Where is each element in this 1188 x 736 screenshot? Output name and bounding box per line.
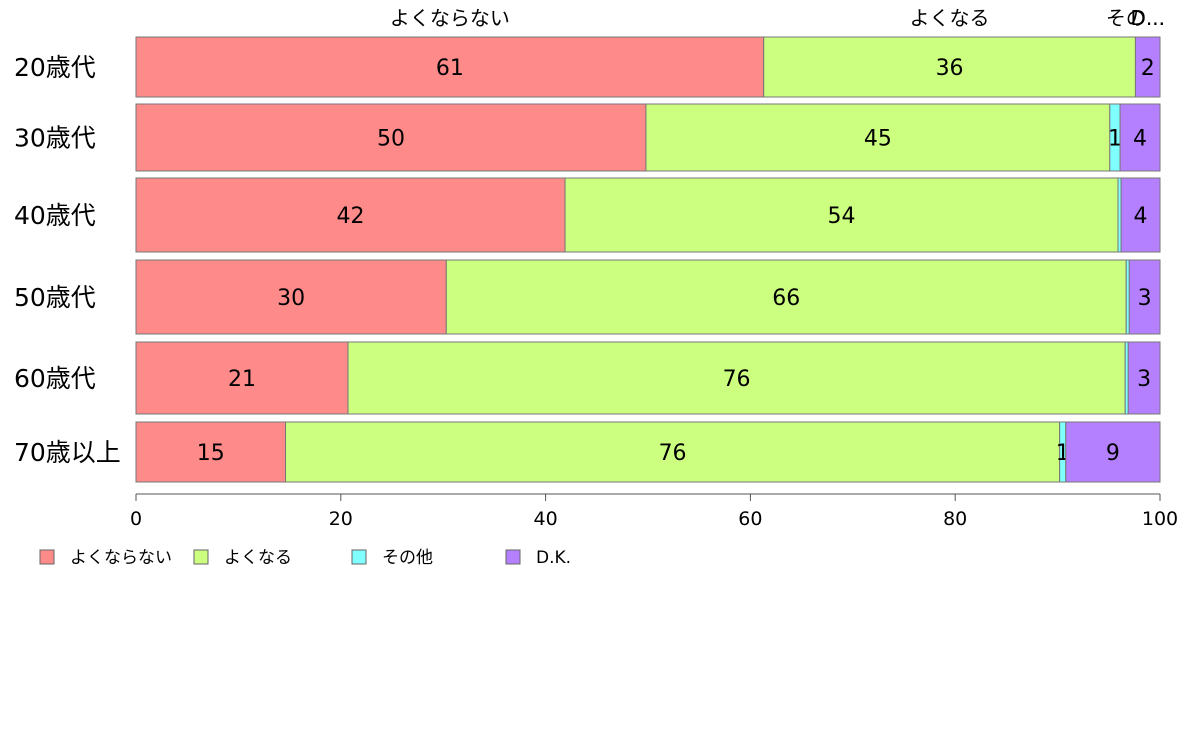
x-tick-label: 40 (534, 508, 558, 530)
bar-segment (1127, 341, 1161, 415)
data-label: 54 (828, 204, 856, 229)
series-top-labels: よくならない よくなる その...D... (390, 6, 1165, 30)
x-tick-label: 60 (738, 508, 762, 530)
bars: 61 36 250 45 1 442 54 430 66 321 76 315 76 1 9 (135, 36, 1161, 483)
series-top-label: よくなる (910, 6, 990, 30)
legend-label: その他 (382, 548, 433, 568)
legend-swatch (505, 549, 521, 565)
legend-swatch (351, 549, 367, 565)
legend-label: よくならない (70, 548, 172, 568)
legend-label: D.K. (536, 548, 571, 568)
data-label: 66 (772, 286, 800, 311)
category-label: 30歳代 (14, 124, 96, 153)
data-label: 3 (1137, 367, 1151, 392)
bar-segment (135, 177, 566, 253)
bar-segment (135, 36, 765, 98)
category-label: 40歳代 (14, 201, 96, 230)
data-label: 9 (1106, 441, 1120, 466)
data-label: 2 (1141, 56, 1155, 81)
bar-segment (564, 177, 1119, 253)
data-label: 3 (1138, 286, 1152, 311)
bar-segment (285, 421, 1061, 483)
data-label: 1 (1108, 127, 1122, 152)
data-label: 15 (197, 441, 225, 466)
bar-segment (1120, 177, 1161, 253)
data-label: 21 (228, 367, 256, 392)
bar-segment (1065, 421, 1161, 483)
x-tick-label: 100 (1142, 508, 1178, 530)
data-label: 76 (659, 441, 687, 466)
bar-segment (763, 36, 1136, 98)
category-label: 20歳代 (14, 53, 96, 82)
category-label: 60歳代 (14, 364, 96, 393)
x-tick-label: 20 (329, 508, 353, 530)
bar-segment (135, 341, 349, 415)
legend-label: よくなる (224, 548, 292, 568)
bar-segment (347, 341, 1126, 415)
data-label: 61 (436, 56, 464, 81)
legend-swatch (39, 549, 55, 565)
data-label: 4 (1134, 204, 1148, 229)
x-tick-label: 80 (943, 508, 967, 530)
series-top-label: D... (1130, 6, 1164, 30)
data-label: 30 (277, 286, 305, 311)
category-label: 50歳代 (14, 283, 96, 312)
data-label: 50 (377, 127, 405, 152)
series-top-label: よくならない (390, 6, 510, 30)
legend: よくならない よくなる その他 D.K. (39, 548, 571, 568)
data-label: 4 (1133, 127, 1147, 152)
bar-segment (645, 103, 1111, 172)
category-labels: 20歳代 30歳代 40歳代 50歳代 60歳代 70歳以上 (14, 53, 121, 467)
bar-segment (135, 421, 287, 483)
x-axis: 0 20 40 60 80 100 (130, 493, 1178, 530)
data-label: 36 (936, 56, 964, 81)
x-tick-label: 0 (130, 508, 142, 530)
bar-segment (445, 259, 1127, 335)
data-label: 76 (723, 367, 751, 392)
series-top-label: その... (1106, 6, 1165, 30)
bar-segment (1134, 36, 1161, 98)
bar-segment (1128, 259, 1161, 335)
bar-segment (1119, 103, 1161, 172)
bar-segment (135, 103, 647, 172)
data-label: 45 (864, 127, 892, 152)
legend-swatch (193, 549, 209, 565)
category-label: 70歳以上 (14, 438, 121, 467)
data-label: 42 (337, 204, 365, 229)
